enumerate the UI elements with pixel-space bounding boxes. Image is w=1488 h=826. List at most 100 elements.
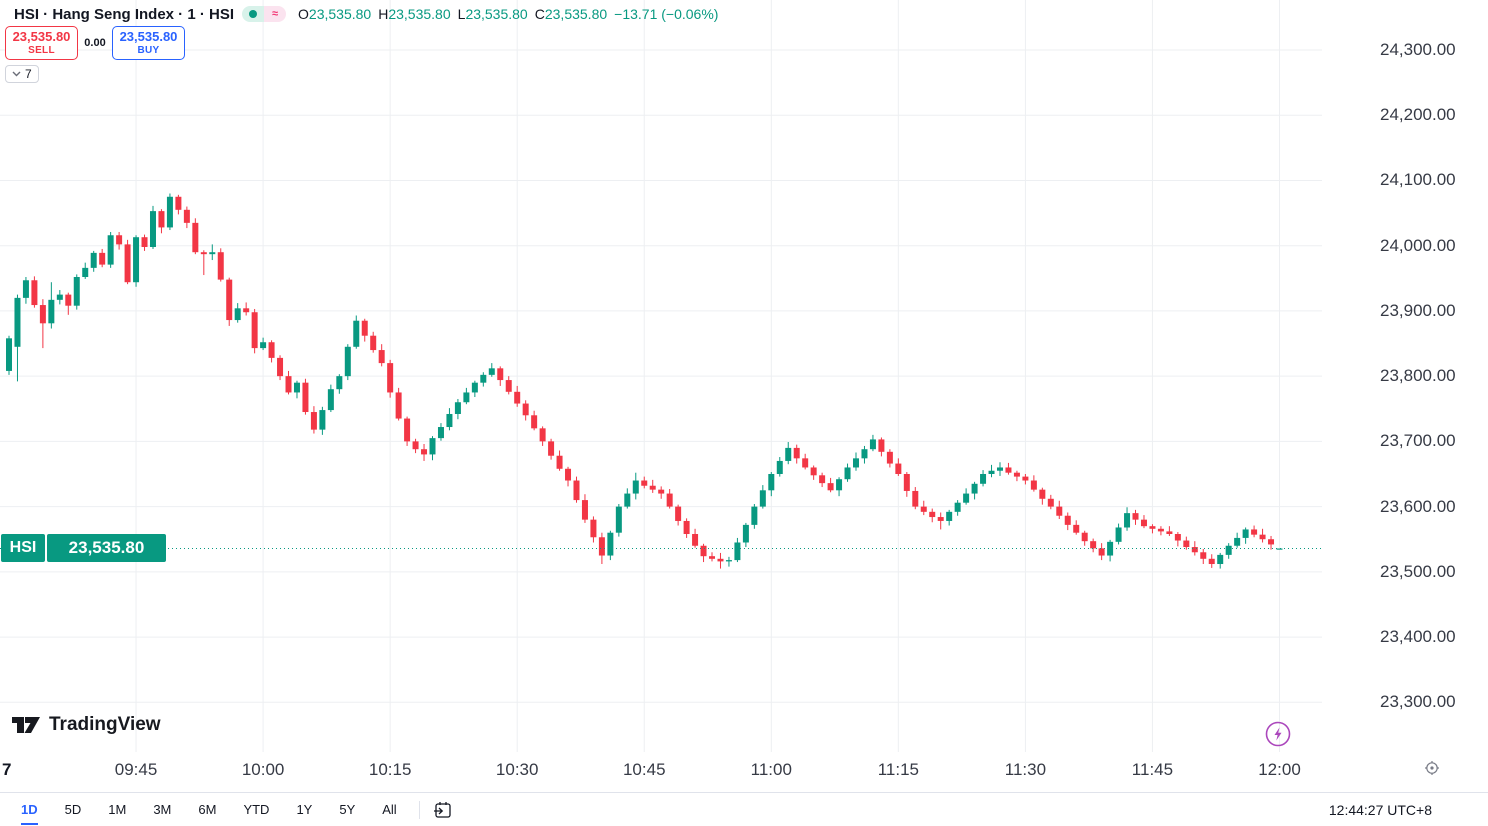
candle xyxy=(285,376,292,393)
symbol-title[interactable]: HSI · Hang Seng Index · 1 · HSI xyxy=(14,5,235,23)
last-price-symbol: HSI xyxy=(1,534,45,562)
gear-icon xyxy=(1425,761,1439,775)
time-axis[interactable]: 7 09:45 10:00 10:15 10:30 10:45 11:00 11:15 11:… xyxy=(0,752,1322,792)
candle xyxy=(615,506,622,533)
go-to-date-button[interactable] xyxy=(432,800,454,820)
price-tick-label: 23,900.00 xyxy=(1380,300,1456,320)
candle xyxy=(920,506,927,512)
high-value: 23,535.80 xyxy=(388,6,451,22)
last-price-badge[interactable]: HSI 23,535.80 xyxy=(1,534,166,562)
candle xyxy=(65,294,72,306)
candle xyxy=(99,252,106,265)
price-tick-label: 24,200.00 xyxy=(1380,105,1456,125)
chart-plot-area[interactable] xyxy=(0,0,1322,752)
trade-panel: 23,535.80 SELL 0.00 23,535.80 BUY xyxy=(5,26,185,60)
price-tick-label: 23,700.00 xyxy=(1380,431,1456,451)
candle xyxy=(1234,537,1241,546)
candle xyxy=(446,413,453,428)
time-tick-label: 10:00 xyxy=(241,760,285,779)
candle xyxy=(73,277,80,306)
lightning-icon xyxy=(1265,721,1291,747)
candle xyxy=(954,502,961,512)
candle xyxy=(666,493,673,507)
open-value: 23,535.80 xyxy=(308,6,372,22)
approximate-data-icon: ≈ xyxy=(264,6,287,22)
candle xyxy=(785,447,792,461)
candle xyxy=(310,412,317,430)
candle xyxy=(641,480,648,486)
candle xyxy=(14,297,21,347)
price-tick-label: 24,100.00 xyxy=(1380,170,1456,190)
candlestick-chart[interactable] xyxy=(0,0,1322,752)
candle xyxy=(1251,529,1258,535)
day-marker-label: 7 xyxy=(2,760,12,779)
time-tick-label: 11:30 xyxy=(1004,760,1047,779)
candle xyxy=(404,418,411,442)
candle xyxy=(734,542,741,561)
buy-button[interactable]: 23,535.80 BUY xyxy=(112,26,185,60)
candle xyxy=(1124,513,1131,528)
candle xyxy=(1090,541,1097,549)
candle xyxy=(454,402,461,414)
candle xyxy=(260,342,267,349)
price-tick-label: 24,000.00 xyxy=(1380,235,1456,255)
candle xyxy=(48,299,55,324)
candle xyxy=(293,382,300,393)
candle xyxy=(344,346,351,377)
positions-collapse-button[interactable]: 7 xyxy=(5,65,39,83)
candle xyxy=(1157,528,1164,532)
clock-label: 12:44:27 UTC+8 xyxy=(1328,801,1432,818)
candle xyxy=(39,305,46,324)
candle xyxy=(1276,548,1283,550)
candle xyxy=(548,441,555,456)
candle xyxy=(751,506,758,525)
toolbar-divider xyxy=(418,800,420,819)
candle xyxy=(22,280,29,298)
symbol-status-pills[interactable]: ≈ xyxy=(242,6,287,22)
price-axis[interactable]: 24,300.00 24,200.00 24,100.00 24,000.00 23,9… xyxy=(1322,0,1488,792)
candle xyxy=(268,342,275,358)
candle xyxy=(1174,534,1181,541)
candle xyxy=(692,534,699,546)
candle xyxy=(514,391,521,404)
candle xyxy=(133,237,140,283)
candle xyxy=(226,279,233,321)
time-tick-label: 10:45 xyxy=(622,760,666,779)
candle xyxy=(996,467,1003,471)
axis-settings-button[interactable] xyxy=(1424,760,1440,781)
range-button-all[interactable]: All xyxy=(382,801,397,817)
range-button-1m[interactable]: 1M xyxy=(108,801,127,817)
range-button-1d[interactable]: 1D xyxy=(14,798,45,821)
range-button-3m[interactable]: 3M xyxy=(153,801,172,817)
price-tick-label: 23,300.00 xyxy=(1380,692,1456,712)
candle xyxy=(556,455,563,469)
candle xyxy=(590,519,597,538)
candle xyxy=(361,320,368,336)
candle xyxy=(107,235,114,265)
chart-legend: HSI · Hang Seng Index · 1 · HSI ≈ O23,53… xyxy=(14,4,718,24)
candle xyxy=(658,489,665,494)
candle xyxy=(725,560,732,562)
candle xyxy=(683,520,690,535)
sell-button[interactable]: 23,535.80 SELL xyxy=(5,26,78,60)
range-button-ytd[interactable]: YTD xyxy=(243,801,270,817)
candle xyxy=(463,392,470,403)
candle xyxy=(353,320,360,347)
candle xyxy=(1005,467,1012,473)
range-button-5d[interactable]: 5D xyxy=(64,801,82,817)
candle xyxy=(980,473,987,484)
range-button-1y[interactable]: 1Y xyxy=(296,801,313,817)
candle xyxy=(1107,541,1114,556)
range-button-6m[interactable]: 6M xyxy=(198,801,217,817)
candle xyxy=(56,294,63,300)
flash-event-marker[interactable] xyxy=(1264,720,1292,753)
candle xyxy=(1208,558,1215,565)
time-tick-label: 10:15 xyxy=(368,760,412,779)
candle xyxy=(844,467,851,480)
candle xyxy=(1242,529,1249,538)
candle xyxy=(912,490,919,507)
price-tick-label: 23,400.00 xyxy=(1380,627,1456,647)
range-button-5y[interactable]: 5Y xyxy=(339,801,356,817)
candle xyxy=(200,252,207,255)
